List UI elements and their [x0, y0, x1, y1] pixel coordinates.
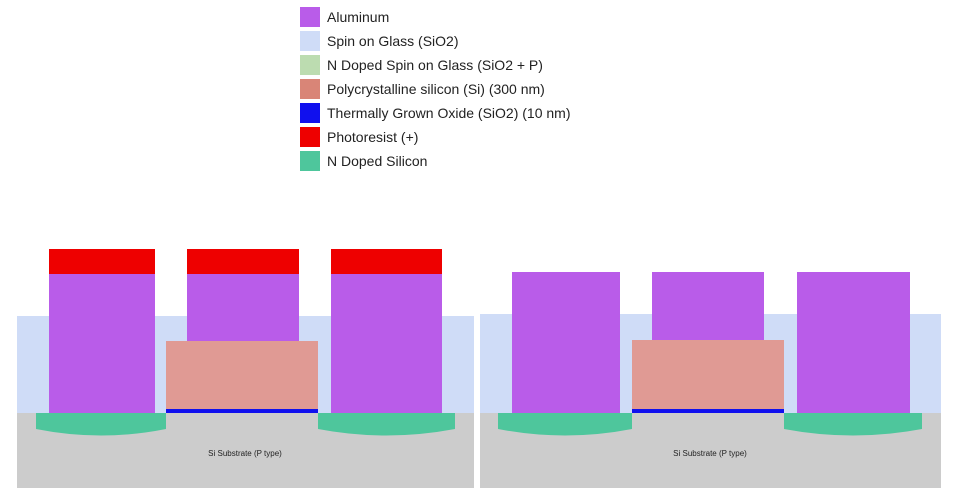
legend-label: Thermally Grown Oxide (SiO2) (10 nm)	[327, 105, 571, 121]
n-doped-region-right	[318, 413, 455, 436]
legend-item-n-doped-spin-on-glass: N Doped Spin on Glass (SiO2 + P)	[300, 52, 660, 76]
gate-oxide	[632, 409, 784, 413]
legend-item-n-doped-silicon: N Doped Silicon	[300, 148, 660, 172]
photoresist-mid	[187, 249, 299, 274]
n-doped-region-left	[36, 413, 166, 436]
cross-section-with-photoresist: Si Substrate (P type)	[17, 249, 474, 488]
aluminum-gate	[187, 274, 299, 341]
legend-label: N Doped Spin on Glass (SiO2 + P)	[327, 57, 543, 73]
n-doped-region-left	[498, 413, 632, 436]
n-doped-region-right	[784, 413, 922, 436]
cross-section-without-photoresist: Si Substrate (P type)	[480, 272, 941, 488]
legend-label: N Doped Silicon	[327, 153, 428, 169]
legend-label: Aluminum	[327, 9, 390, 25]
legend-label: Spin on Glass (SiO2)	[327, 33, 459, 49]
legend-swatch	[300, 127, 320, 147]
legend-swatch	[300, 31, 320, 51]
substrate-label: Si Substrate (P type)	[208, 449, 282, 458]
aluminum-gate	[652, 272, 764, 340]
legend-swatch	[300, 103, 320, 123]
legend-label: Polycrystalline silicon (Si) (300 nm)	[327, 81, 545, 97]
legend-swatch	[300, 55, 320, 75]
photoresist-right	[331, 249, 442, 274]
legend-item-thermal-oxide: Thermally Grown Oxide (SiO2) (10 nm)	[300, 100, 660, 124]
spin-on-glass-left	[480, 314, 516, 413]
legend-item-polysilicon: Polycrystalline silicon (Si) (300 nm)	[300, 76, 660, 100]
photoresist-left	[49, 249, 155, 274]
spin-on-glass-left	[17, 316, 53, 413]
legend-item-aluminum: Aluminum	[300, 4, 660, 28]
legend-swatch	[300, 7, 320, 27]
legend-label: Photoresist (+)	[327, 129, 419, 145]
aluminum-contact-right	[331, 274, 442, 413]
gate-oxide	[166, 409, 318, 413]
legend-swatch	[300, 79, 320, 99]
aluminum-contact-right	[797, 272, 910, 413]
legend-item-photoresist: Photoresist (+)	[300, 124, 660, 148]
spin-on-glass-right	[436, 316, 474, 413]
legend-swatch	[300, 151, 320, 171]
substrate-label: Si Substrate (P type)	[673, 449, 747, 458]
polysilicon-gate	[632, 340, 784, 409]
polysilicon-gate	[166, 341, 318, 409]
legend-item-spin-on-glass: Spin on Glass (SiO2)	[300, 28, 660, 52]
aluminum-contact-left	[512, 272, 620, 413]
aluminum-contact-left	[49, 274, 155, 413]
legend: Aluminum Spin on Glass (SiO2) N Doped Sp…	[300, 4, 660, 172]
